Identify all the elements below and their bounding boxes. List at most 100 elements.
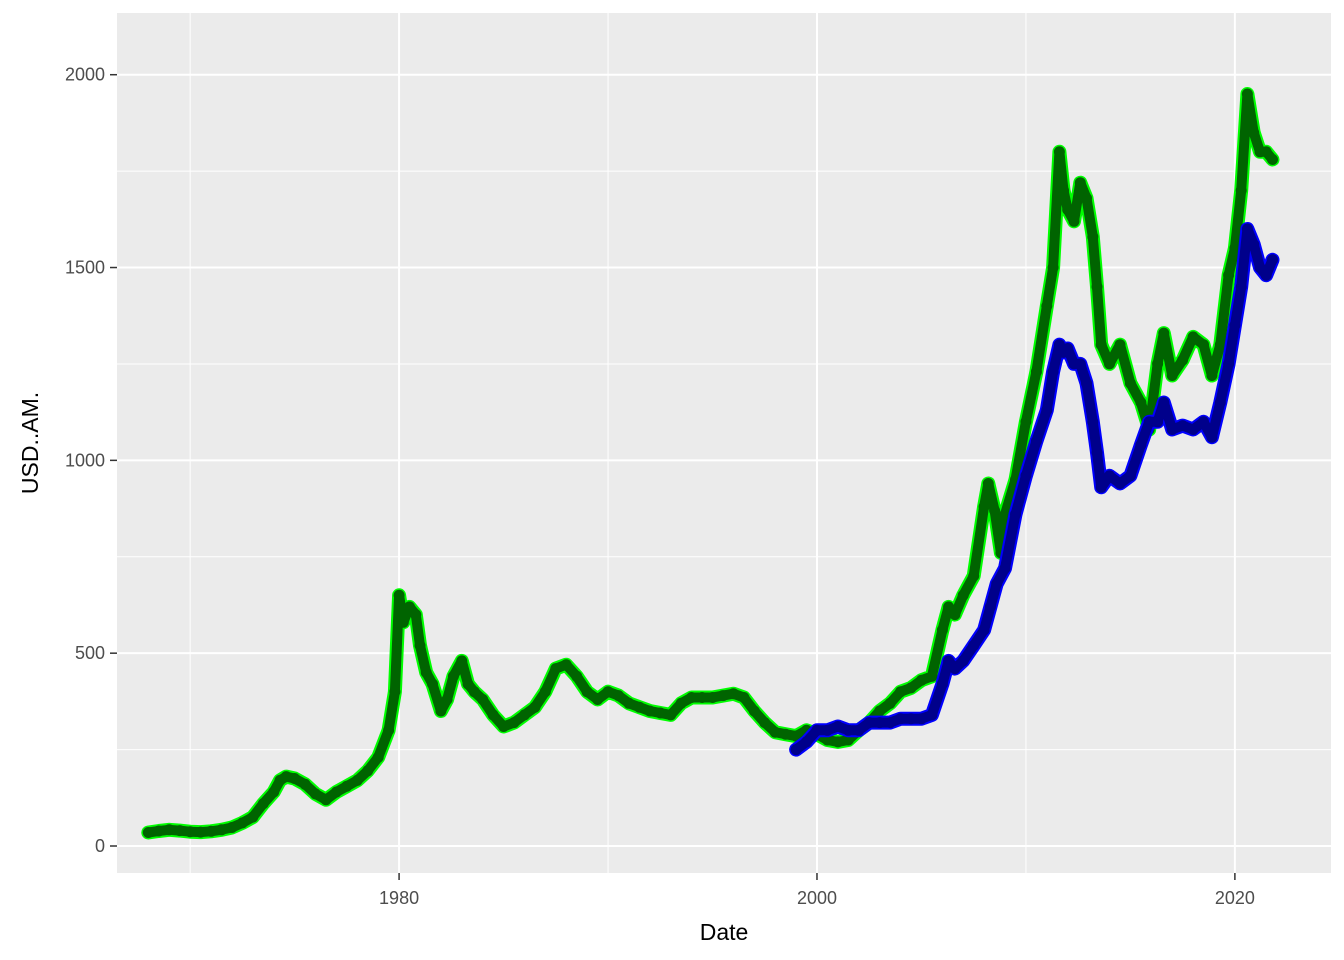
data-point (205, 825, 217, 837)
data-point (299, 778, 311, 790)
data-point (1087, 231, 1099, 243)
data-point (675, 697, 687, 709)
data-point (1114, 478, 1126, 489)
series-layer (141, 87, 1280, 840)
data-point (936, 678, 948, 690)
data-point (853, 724, 865, 736)
data-point (1198, 339, 1209, 351)
data-point (949, 609, 961, 621)
data-point (447, 670, 459, 682)
data-point (926, 709, 938, 721)
data-point (790, 730, 802, 742)
data-point (842, 724, 854, 736)
data-point (1267, 154, 1278, 165)
data-point (1135, 439, 1147, 451)
data-point (529, 701, 541, 713)
plot-panel (117, 13, 1331, 873)
data-point (957, 589, 969, 601)
data-point (957, 655, 969, 667)
data-point (905, 713, 917, 725)
data-point (320, 794, 332, 806)
data-point (397, 616, 409, 628)
data-point (1010, 508, 1021, 520)
data-point (984, 601, 996, 613)
data-point (519, 709, 530, 721)
data-point (1081, 377, 1092, 389)
data-point (1041, 300, 1053, 312)
data-point (863, 717, 875, 729)
x-tick-label: 2020 (1215, 888, 1255, 908)
data-point (943, 655, 955, 667)
data-point (247, 811, 259, 823)
data-point (633, 701, 645, 713)
data-point (560, 659, 572, 671)
data-point (1248, 127, 1260, 139)
data-point (1166, 424, 1178, 435)
data-point (1074, 358, 1086, 370)
data-point (1091, 447, 1103, 459)
data-point (982, 478, 994, 489)
data-point (949, 663, 961, 675)
data-point (665, 709, 677, 721)
data-point (1158, 397, 1170, 408)
data-point (539, 686, 551, 698)
data-point (1152, 416, 1164, 428)
data-point (769, 726, 781, 738)
data-point (1020, 416, 1032, 428)
data-point (142, 827, 154, 838)
data-point (571, 670, 583, 682)
data-point (508, 717, 520, 729)
data-point (498, 721, 510, 732)
data-point (1114, 339, 1126, 351)
data-point (1198, 416, 1209, 428)
y-tick-label: 1000 (65, 450, 105, 470)
data-point (1152, 358, 1164, 370)
data-point (592, 694, 604, 705)
data-point (1053, 146, 1065, 158)
data-point (602, 686, 614, 698)
data-point (644, 705, 656, 717)
data-point (832, 721, 844, 732)
data-point (884, 717, 896, 729)
data-point (989, 505, 1001, 516)
data-point (801, 736, 812, 748)
data-point (1214, 339, 1226, 351)
series-2 (789, 222, 1280, 757)
data-point (184, 826, 196, 838)
data-point (1260, 146, 1272, 158)
data-point (410, 609, 422, 621)
y-tick-label: 500 (75, 643, 105, 663)
data-point (1047, 262, 1059, 273)
data-point (1214, 397, 1226, 408)
data-point (1267, 254, 1278, 266)
data-point (268, 786, 280, 798)
data-point (236, 817, 248, 829)
data-point (456, 655, 468, 667)
data-point (393, 589, 405, 601)
series-1 (141, 87, 1280, 840)
data-point (216, 824, 227, 836)
data-point (1124, 377, 1136, 389)
data-point (174, 825, 186, 837)
data-point (1062, 204, 1074, 216)
data-point (310, 788, 321, 800)
data-point (1229, 242, 1241, 254)
data-point (759, 717, 771, 729)
data-point (1068, 215, 1080, 227)
data-point (623, 697, 635, 709)
data-point (1223, 358, 1235, 370)
data-point (978, 501, 990, 513)
data-point (1158, 327, 1170, 339)
data-point (1241, 223, 1253, 235)
data-point (1241, 88, 1253, 100)
data-point (1187, 424, 1199, 435)
data-point (943, 601, 955, 613)
data-point (717, 690, 729, 702)
x-tick-label: 2000 (797, 888, 837, 908)
y-axis-title: USD..AM. (17, 392, 43, 494)
y-axis: 0 500 1000 1500 2000 (65, 65, 117, 856)
data-point (351, 774, 363, 786)
data-point (874, 717, 886, 729)
data-point (968, 570, 980, 582)
